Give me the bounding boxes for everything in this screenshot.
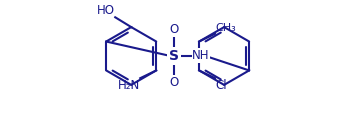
Text: HO: HO [97, 4, 115, 17]
Text: CH₃: CH₃ [216, 23, 236, 33]
Text: O: O [169, 76, 179, 89]
Text: H₂N: H₂N [118, 79, 140, 92]
Text: Cl: Cl [216, 79, 227, 92]
Text: NH: NH [192, 49, 210, 62]
Text: S: S [169, 49, 179, 63]
Text: O: O [169, 23, 179, 36]
